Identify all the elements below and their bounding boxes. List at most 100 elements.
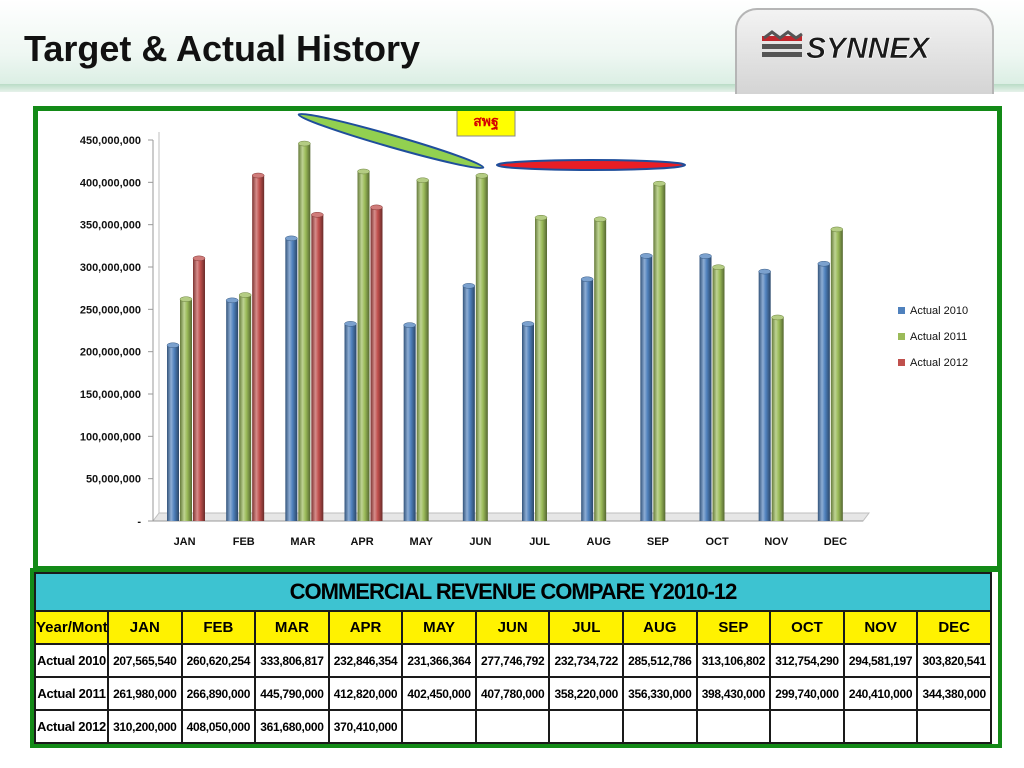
header-cell: JUN	[474, 610, 551, 645]
header-cell: SEP	[695, 610, 772, 645]
bar-top	[534, 214, 548, 221]
table-cell	[769, 709, 845, 744]
header-cell: APR	[327, 610, 404, 645]
header-cell: DEC	[916, 610, 992, 645]
bar	[370, 207, 383, 521]
bar-top	[817, 261, 831, 267]
table-row: Actual 2010 207,565,540 260,620,254 333,…	[34, 643, 992, 678]
table-cell: 260,620,254	[180, 643, 257, 678]
bar	[712, 267, 725, 521]
table-cell: 445,790,000	[254, 676, 330, 711]
x-tick-label: SEP	[647, 536, 669, 548]
x-tick-label: JUN	[469, 536, 491, 548]
page-title: Target & Actual History	[24, 28, 421, 69]
bar-top	[580, 276, 594, 283]
table-cell: 407,780,000	[474, 676, 551, 711]
bar-top	[640, 253, 653, 259]
table-title: COMMERCIAL REVENUE COMPARE Y2010-12	[34, 572, 992, 612]
header-cell: AUG	[622, 610, 698, 645]
table-cell: 303,820,541	[916, 643, 992, 678]
x-tick-label: FEB	[233, 536, 255, 548]
y-tick-label: 350,000,000	[80, 220, 141, 232]
header-cell: MAY	[401, 610, 477, 645]
bar-top	[593, 216, 607, 223]
bar	[699, 256, 712, 521]
bar	[167, 345, 179, 521]
y-tick-label: 450,000,000	[80, 135, 141, 147]
bar	[581, 279, 594, 521]
bar-top	[771, 314, 784, 321]
table-cell: 266,890,000	[180, 676, 257, 711]
legend-swatch	[898, 307, 905, 314]
y-tick-label: 200,000,000	[80, 347, 141, 359]
table-cell	[916, 709, 992, 744]
bar-top	[758, 268, 771, 275]
x-tick-label: JAN	[174, 536, 196, 548]
y-tick-label: 100,000,000	[80, 431, 141, 443]
legend-label: Actual 2010	[910, 305, 968, 317]
logo-tab	[735, 8, 994, 94]
table-cell: 207,565,540	[107, 643, 183, 678]
table-cell: 299,740,000	[769, 676, 845, 711]
table-header-row: Year/Month JAN FEB MAR APR MAY JUN JUL A…	[34, 610, 992, 645]
table-cell: 232,846,354	[327, 643, 404, 678]
bar-top	[370, 204, 383, 211]
table-cell: 310,200,000	[107, 709, 183, 744]
table-cell: 344,380,000	[916, 676, 992, 711]
legend-swatch	[898, 359, 905, 366]
highlight-ellipse-red	[496, 159, 686, 171]
y-tick-label: 250,000,000	[80, 304, 141, 316]
bar-top	[357, 168, 370, 175]
table-cell: 356,330,000	[622, 676, 698, 711]
y-tick-label: 150,000,000	[80, 389, 141, 401]
revenue-bar-chart: - 50,000,000 100,000,000 150,000,000 200,000…	[80, 105, 968, 548]
table-cell: 358,220,000	[548, 676, 625, 711]
table-cell: 398,430,000	[695, 676, 772, 711]
table-cell: 333,806,817	[254, 643, 330, 678]
table-row: Actual 2011 261,980,000 266,890,000 445,…	[34, 676, 992, 711]
bar-top	[251, 172, 265, 179]
y-tick-label: 300,000,000	[80, 262, 141, 274]
bar	[475, 175, 488, 521]
revenue-table-panel: COMMERCIAL REVENUE COMPARE Y2010-12 Year…	[30, 568, 1002, 748]
legend-label: Actual 2011	[910, 331, 967, 343]
header-divider	[0, 84, 1024, 92]
bar	[239, 295, 252, 521]
bar	[462, 285, 475, 521]
bar	[771, 317, 784, 521]
bar	[180, 299, 192, 521]
bar-top	[285, 235, 298, 242]
bar-top	[462, 283, 476, 289]
bar-top	[192, 255, 206, 262]
bar-top	[166, 342, 180, 349]
bar	[357, 171, 370, 521]
bar	[344, 323, 357, 521]
table-cell: 412,820,000	[327, 676, 404, 711]
bar-top	[298, 140, 311, 147]
row-label: Actual 2012	[34, 709, 109, 744]
bar-top	[712, 264, 725, 270]
bar	[535, 217, 547, 521]
x-tick-label: MAR	[290, 536, 315, 548]
bar	[522, 323, 534, 521]
table-cell	[842, 709, 919, 744]
header-cell: FEB	[180, 610, 257, 645]
highlight-ellipse-green	[297, 112, 485, 170]
header-cell: MAR	[254, 610, 330, 645]
bar-top	[225, 297, 239, 304]
row-label: Actual 2010	[34, 643, 109, 678]
bar	[226, 300, 239, 521]
y-tick-label: 400,000,000	[80, 177, 141, 189]
synnex-logo: SYNNEX	[762, 30, 932, 65]
revenue-table: COMMERCIAL REVENUE COMPARE Y2010-12 Year…	[34, 572, 992, 744]
table-cell: 261,980,000	[107, 676, 183, 711]
bar-top	[475, 172, 489, 179]
header-cell: NOV	[842, 610, 919, 645]
bar	[640, 255, 653, 522]
x-tick-label: APR	[350, 536, 373, 548]
table-cell: 277,746,792	[474, 643, 551, 678]
x-tick-label: DEC	[824, 536, 847, 548]
x-tick-label: JUL	[529, 536, 550, 548]
bar	[298, 143, 311, 522]
table-cell: 231,366,364	[401, 643, 477, 678]
